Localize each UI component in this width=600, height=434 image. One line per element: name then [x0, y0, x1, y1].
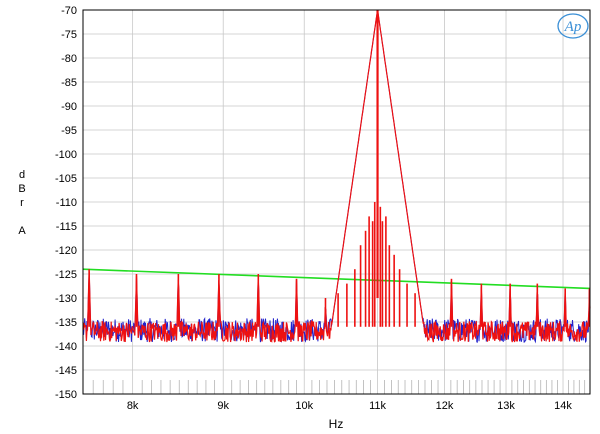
x-tick-label: 12k	[436, 400, 454, 412]
y-tick-label: -130	[55, 293, 77, 305]
y-axis-label-line: d	[19, 169, 25, 181]
y-tick-label: -75	[61, 29, 77, 41]
y-tick-label: -80	[61, 53, 77, 65]
x-tick-label: 10k	[295, 400, 313, 412]
y-tick-label: -120	[55, 245, 77, 257]
y-tick-labels: -70 -75 -80 -85 -90 -95 -100 -105 -110 -115 -120 -1…	[55, 5, 77, 401]
y-axis-label-line: B	[18, 183, 25, 195]
y-axis-label-line: A	[18, 225, 26, 237]
y-tick-label: -145	[55, 365, 77, 377]
y-tick-label: -115	[56, 221, 77, 233]
x-tick-label: 11k	[369, 400, 386, 412]
y-tick-label: -110	[56, 197, 77, 209]
y-axis-label: d B r A	[18, 169, 26, 237]
plot-frame	[82, 9, 591, 395]
y-axis-label-line: r	[20, 197, 24, 209]
ap-logo-text: Ap	[564, 19, 582, 35]
x-tick-label: 8k	[127, 400, 139, 412]
x-tick-label: 13k	[497, 400, 515, 412]
reference-line	[82, 268, 591, 290]
ap-logo-ring	[557, 13, 589, 39]
y-tick-label: -105	[55, 173, 77, 185]
y-tick-label: -150	[55, 389, 77, 401]
y-tick-label: -85	[61, 77, 77, 89]
x-tick-label: 14k	[554, 400, 572, 412]
x-minor-ticks	[92, 380, 586, 394]
y-tick-label: -135	[55, 317, 77, 329]
series-layer	[82, 10, 591, 344]
y-tick-label: -100	[55, 149, 77, 161]
y-tick-label: -140	[55, 341, 77, 353]
y-tick-label: -95	[61, 125, 77, 137]
x-tick-label: 9k	[217, 400, 229, 412]
y-tick-label: -90	[61, 101, 77, 113]
y-tick-label: -70	[61, 5, 77, 17]
ap-logo: Ap	[557, 13, 589, 39]
x-tick-labels: 8k 9k 10k 11k 12k 13k 14k	[127, 400, 573, 412]
x-axis-label: Hz	[329, 417, 344, 431]
y-tick-label: -125	[55, 269, 77, 281]
series-line-red	[82, 10, 591, 343]
